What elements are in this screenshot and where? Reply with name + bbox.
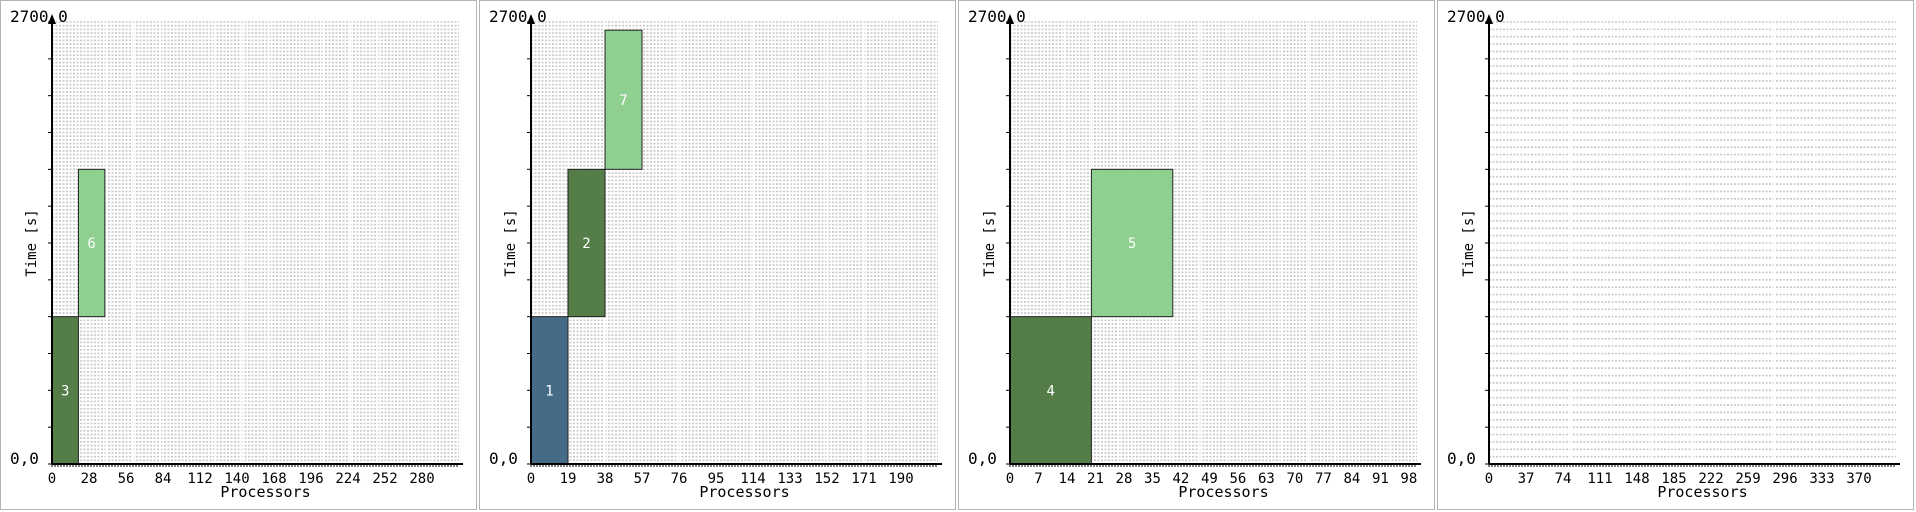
x-tick-label: 42 <box>1173 471 1190 487</box>
chart-panel-1: 3 6 2700,0 0,0 0 28 56 84 112 140 168 196 224 252 280 P… <box>0 0 477 510</box>
x-tick-label: 152 <box>814 471 839 487</box>
job-bar <box>51 316 79 465</box>
x-tick-label: 57 <box>634 471 651 487</box>
x-tick-label: 296 <box>1772 471 1797 487</box>
x-tick-label: 0 <box>48 471 56 487</box>
job-label: 5 <box>1128 236 1136 252</box>
x-tick-label: 168 <box>261 471 286 487</box>
x-tick-label: 148 <box>1624 471 1649 487</box>
job-bar <box>567 168 606 318</box>
x-tick-label: 140 <box>224 471 249 487</box>
x-tick-label: 333 <box>1809 471 1834 487</box>
x-tick-label: 7 <box>1034 471 1042 487</box>
x-axis-title: Processors <box>1657 483 1747 501</box>
y-min-label: 0,0 <box>489 449 518 468</box>
x-tick-label: 28 <box>1116 471 1133 487</box>
job-label: 4 <box>1046 383 1054 399</box>
job-bar <box>604 29 643 170</box>
job-bar <box>1009 316 1092 465</box>
x-tick-label: 38 <box>597 471 614 487</box>
y-axis-title: Time [s] <box>1461 209 1477 276</box>
x-tick-label: 114 <box>740 471 765 487</box>
x-tick-label: 222 <box>1698 471 1723 487</box>
job-bar <box>77 168 106 318</box>
chart-svg-2: 1 2 7 2700,0 0,0 0 19 38 57 76 95 114 133 152 171 190 Pr… <box>489 7 942 501</box>
x-tick-label: 21 <box>1087 471 1104 487</box>
x-axis-title: Processors <box>220 483 310 501</box>
job-label: 7 <box>619 93 627 109</box>
y-min-label: 0,0 <box>1447 449 1476 468</box>
x-tick-label: 133 <box>777 471 802 487</box>
chart-svg-3: 4 5 2700,0 0,0 0 7 14 21 28 35 42 49 56 63 70 77 84 91 98 P… <box>968 7 1421 501</box>
x-tick-label: 112 <box>187 471 212 487</box>
x-tick-label: 0 <box>527 471 535 487</box>
x-tick-label: 252 <box>372 471 397 487</box>
y-max-label: 2700,0 <box>489 7 547 26</box>
y-axis-title: Time [s] <box>982 209 998 276</box>
y-max-label: 2700,0 <box>968 7 1026 26</box>
y-axis-title: Time [s] <box>503 209 519 276</box>
x-tick-label: 56 <box>1229 471 1246 487</box>
x-tick-label: 171 <box>851 471 876 487</box>
x-tick-label: 63 <box>1258 471 1275 487</box>
y-axis-title: Time [s] <box>24 209 40 276</box>
x-tick-label: 91 <box>1372 471 1389 487</box>
x-axis-title: Processors <box>699 483 789 501</box>
y-max-label: 2700,0 <box>1447 7 1505 26</box>
x-tick-label: 56 <box>118 471 135 487</box>
y-min-label: 0,0 <box>10 449 39 468</box>
x-tick-label: 37 <box>1518 471 1535 487</box>
x-tick-label: 185 <box>1661 471 1686 487</box>
x-tick-label: 35 <box>1144 471 1161 487</box>
x-tick-label: 74 <box>1555 471 1572 487</box>
x-tick-label: 76 <box>671 471 688 487</box>
x-tick-label: 0 <box>1006 471 1014 487</box>
job-label: 2 <box>582 236 590 252</box>
chart-panel-4: 2700,0 0,0 0 37 74 111 148 185 222 259 296 333 370 Pr… <box>1437 0 1914 510</box>
chart-svg-1: 3 6 2700,0 0,0 0 28 56 84 112 140 168 196 224 252 280 P… <box>10 7 463 501</box>
job-label: 6 <box>87 236 95 252</box>
x-tick-label: 84 <box>1343 471 1360 487</box>
x-tick-label: 98 <box>1400 471 1417 487</box>
x-tick-label: 280 <box>409 471 434 487</box>
job-bar <box>1090 168 1174 318</box>
x-tick-label: 95 <box>708 471 725 487</box>
x-tick-label: 190 <box>888 471 913 487</box>
x-tick-label: 49 <box>1201 471 1218 487</box>
x-tick-label: 77 <box>1315 471 1332 487</box>
x-tick-label: 70 <box>1286 471 1303 487</box>
y-min-label: 0,0 <box>968 449 997 468</box>
x-tick-label: 224 <box>335 471 360 487</box>
x-tick-label: 0 <box>1485 471 1493 487</box>
x-tick-label: 14 <box>1059 471 1076 487</box>
x-tick-label: 370 <box>1846 471 1871 487</box>
x-tick-label: 196 <box>298 471 323 487</box>
x-axis-title: Processors <box>1178 483 1268 501</box>
x-tick-label: 19 <box>560 471 577 487</box>
x-tick-label: 259 <box>1735 471 1760 487</box>
x-tick-label: 84 <box>155 471 172 487</box>
y-max-label: 2700,0 <box>10 7 68 26</box>
x-tick-label: 111 <box>1587 471 1612 487</box>
x-tick-label: 28 <box>81 471 98 487</box>
chart-panel-3: 4 5 2700,0 0,0 0 7 14 21 28 35 42 49 56 63 70 77 84 91 98 P… <box>958 0 1435 510</box>
job-label: 1 <box>545 383 553 399</box>
chart-svg-4: 2700,0 0,0 0 37 74 111 148 185 222 259 296 333 370 Pr… <box>1447 7 1900 501</box>
chart-panel-2: 1 2 7 2700,0 0,0 0 19 38 57 76 95 114 133 152 171 190 Pr… <box>479 0 956 510</box>
job-label: 3 <box>61 383 69 399</box>
